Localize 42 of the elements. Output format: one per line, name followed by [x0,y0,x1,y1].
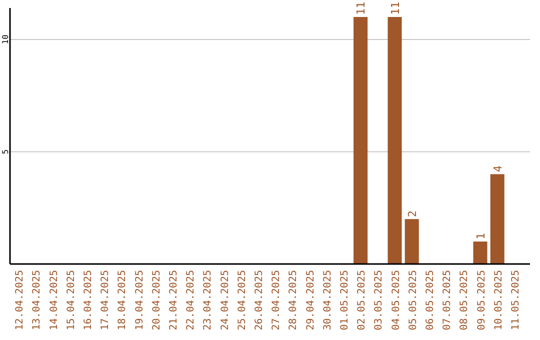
x-tick-label: 17.04.2025 [100,270,112,330]
x-tick-label: 11.05.2025 [510,270,522,330]
x-tick-label: 29.04.2025 [305,270,316,330]
x-tick-label: 04.05.2025 [390,270,402,330]
data-label: 1 [474,232,488,240]
x-tick-label: 12.04.2025 [14,270,26,330]
x-tick-label: 19.04.2025 [134,270,146,330]
x-tick-label: 30.04.2025 [322,270,334,330]
x-tick-label: 21.04.2025 [168,270,180,330]
x-tick-label: 28.04.2025 [288,270,300,330]
x-tick-label: 25.04.2025 [236,270,248,330]
x-tick-label: 05.05.2025 [408,270,419,330]
data-label: 11 [388,2,402,15]
bar [473,242,488,264]
bar [388,16,402,264]
x-tick-label: 01.05.2025 [339,270,350,330]
x-tick-label: 10.05.2025 [493,270,504,330]
x-tick-label: 22.04.2025 [186,270,197,330]
bar [404,219,419,264]
y-tick-label: 10 [1,34,10,44]
x-tick-label: 02.05.2025 [356,270,368,330]
data-label: 4 [491,165,504,172]
bar [490,174,504,264]
bar [354,16,368,264]
x-tick-label: 23.04.2025 [202,270,214,330]
x-tick-label: 16.04.2025 [82,270,94,330]
x-tick-label: 20.04.2025 [151,270,162,330]
y-tick-label: 5 [1,149,10,154]
x-tick-label: 08.05.2025 [459,270,470,330]
data-label: 11 [354,2,368,15]
data-label: 2 [406,210,419,218]
x-tick-label: 24.04.2025 [220,270,231,330]
x-tick-label: 07.05.2025 [442,270,454,330]
x-tick-label: 03.05.2025 [374,270,385,330]
x-tick-label: 14.04.2025 [48,270,60,330]
x-tick-label: 06.05.2025 [424,270,436,330]
x-tick-label: 13.04.2025 [32,270,43,330]
x-tick-label: 27.04.2025 [271,270,282,330]
x-tick-label: 09.05.2025 [476,270,488,330]
x-tick-label: 26.04.2025 [254,270,265,330]
x-tick-label: 18.04.2025 [117,270,128,330]
x-tick-label: 15.04.2025 [66,270,77,330]
